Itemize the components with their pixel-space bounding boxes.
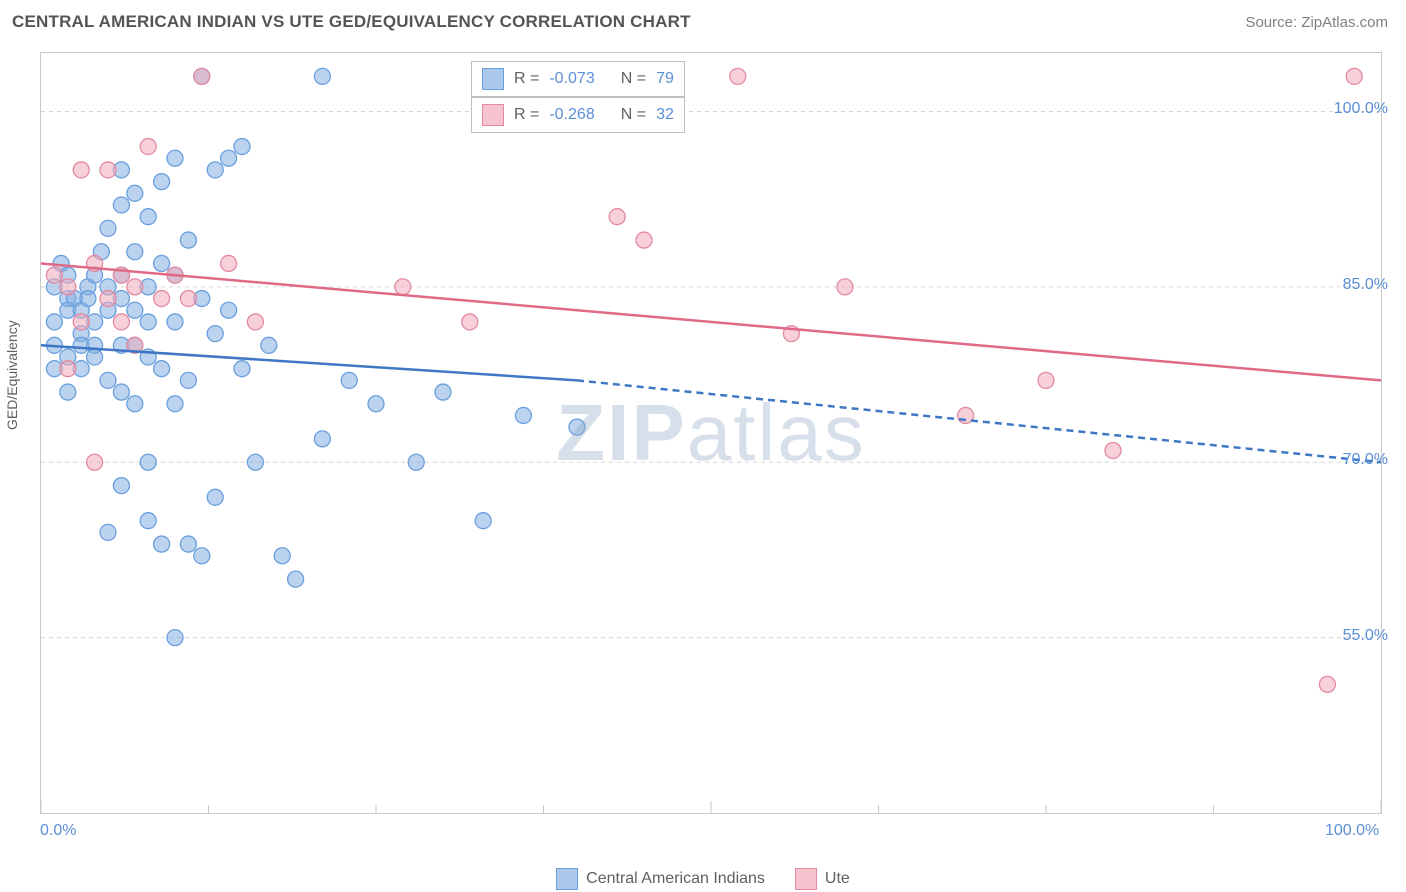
stat-value-n: 32 [656, 106, 674, 124]
stat-value-r: -0.268 [549, 106, 594, 124]
x-tick-label: 0.0% [40, 822, 76, 840]
x-tick-label: 100.0% [1325, 822, 1379, 840]
y-tick-label: 85.0% [1343, 276, 1388, 294]
legend-item: Central American Indians [556, 868, 765, 890]
stat-label-n: N = [621, 106, 646, 124]
chart-title: CENTRAL AMERICAN INDIAN VS UTE GED/EQUIV… [12, 12, 691, 32]
y-tick-label: 55.0% [1343, 627, 1388, 645]
stat-value-r: -0.073 [549, 70, 594, 88]
legend-stat-row-1: R = -0.073 N = 79 [471, 61, 685, 97]
y-axis-label: GED/Equivalency [4, 320, 20, 430]
stat-label-r: R = [514, 106, 539, 124]
swatch-icon [482, 104, 504, 126]
swatch-icon [795, 868, 817, 890]
legend-item: Ute [795, 868, 850, 890]
chart-plot-area: ZIPatlas R = -0.073 N = 79 R = -0.268 N … [40, 52, 1382, 814]
legend-label: Central American Indians [586, 870, 765, 888]
y-tick-label: 70.0% [1343, 451, 1388, 469]
y-tick-label: 100.0% [1334, 100, 1388, 118]
swatch-icon [556, 868, 578, 890]
stat-value-n: 79 [656, 70, 674, 88]
legend-label: Ute [825, 870, 850, 888]
stat-label-n: N = [621, 70, 646, 88]
swatch-icon [482, 68, 504, 90]
bottom-legend: Central American Indians Ute [0, 868, 1406, 890]
legend-stat-row-2: R = -0.268 N = 32 [471, 97, 685, 133]
stat-label-r: R = [514, 70, 539, 88]
source-label: Source: ZipAtlas.com [1245, 14, 1388, 31]
